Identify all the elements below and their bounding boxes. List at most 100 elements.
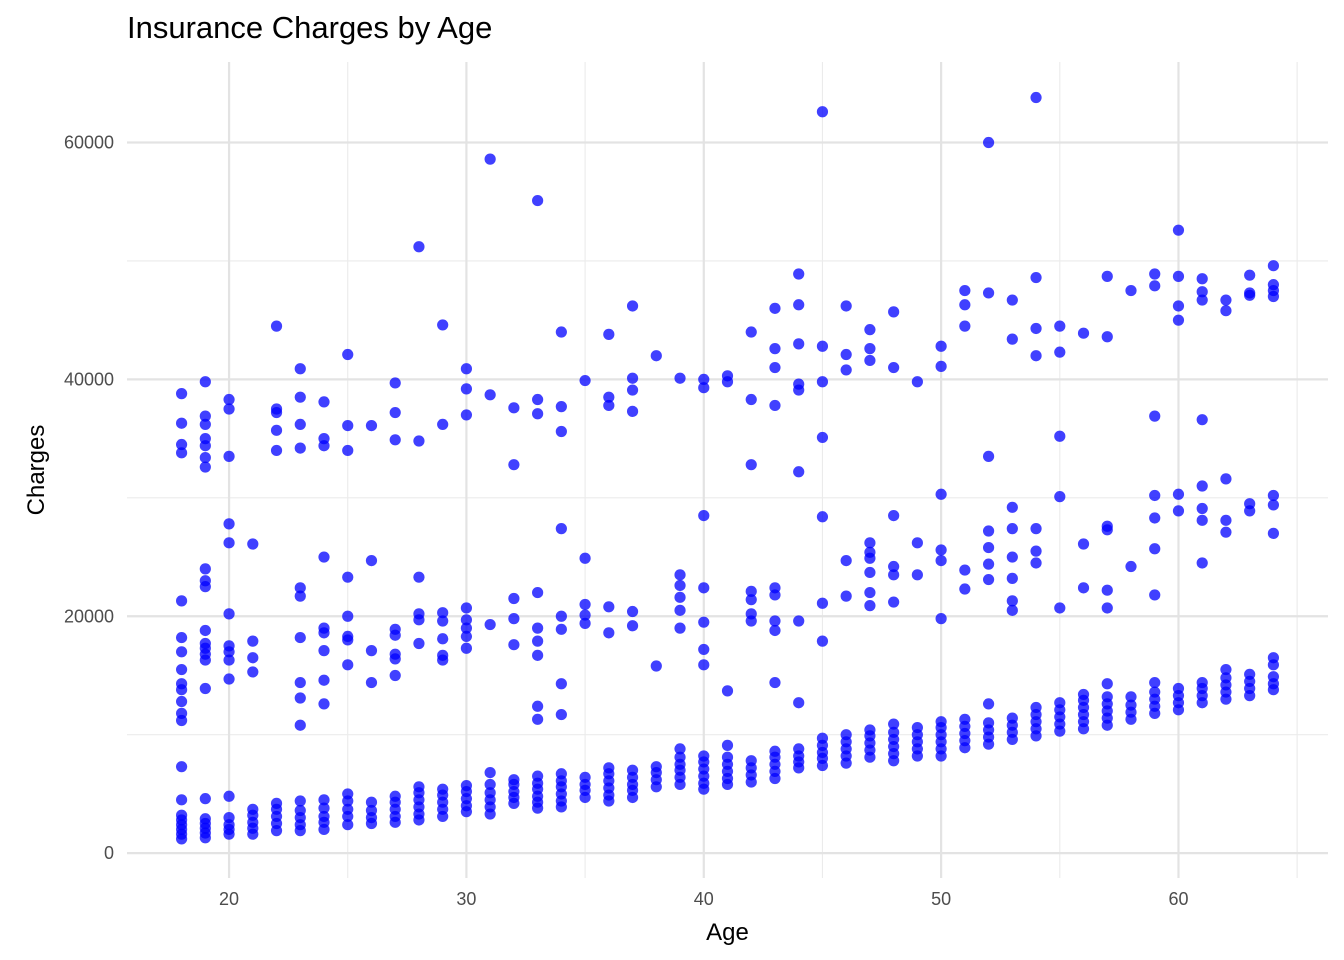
data-point <box>1125 284 1137 297</box>
data-point <box>626 405 639 417</box>
data-point <box>175 794 188 806</box>
x-tick-label: 30 <box>456 889 476 909</box>
data-point <box>437 319 449 331</box>
data-point <box>199 563 211 575</box>
data-point <box>698 643 710 656</box>
data-point <box>555 678 567 690</box>
data-point <box>484 389 496 401</box>
data-point <box>437 418 449 431</box>
data-point <box>935 555 947 567</box>
data-point <box>460 780 473 792</box>
data-point <box>698 616 710 628</box>
data-point <box>342 788 354 800</box>
data-point <box>555 610 567 622</box>
data-point <box>745 459 757 471</box>
data-point <box>911 376 923 388</box>
data-point <box>1054 697 1066 709</box>
data-point <box>982 525 995 537</box>
data-point <box>982 287 995 299</box>
data-point <box>1006 712 1018 724</box>
data-point <box>1030 557 1042 569</box>
minor-gridlines <box>127 62 1328 878</box>
data-point <box>223 790 235 802</box>
data-point <box>175 761 188 773</box>
data-point <box>175 678 188 690</box>
data-point <box>532 393 544 406</box>
data-point <box>1101 520 1113 532</box>
data-point <box>294 582 306 594</box>
y-tick-label: 0 <box>104 843 114 863</box>
data-point <box>674 604 686 616</box>
data-point <box>247 803 259 815</box>
data-point <box>294 795 306 807</box>
data-point <box>532 635 544 647</box>
data-point <box>579 771 591 783</box>
data-point <box>342 348 354 361</box>
data-point <box>342 819 354 831</box>
data-point <box>294 391 306 403</box>
x-tick-label: 20 <box>219 889 239 909</box>
data-point <box>888 509 900 522</box>
data-point <box>674 569 686 581</box>
data-point <box>508 774 520 786</box>
data-point <box>223 518 235 530</box>
data-point <box>342 571 354 583</box>
data-point <box>508 592 520 605</box>
data-point <box>721 370 734 382</box>
data-point <box>508 613 520 625</box>
data-point <box>1101 678 1113 690</box>
data-point <box>1220 514 1232 526</box>
data-point <box>318 810 330 823</box>
data-point <box>1172 270 1185 282</box>
data-point <box>270 424 283 436</box>
data-point <box>199 793 211 805</box>
data-point <box>769 361 781 374</box>
data-point <box>603 601 615 613</box>
data-point <box>555 768 567 780</box>
data-point <box>1196 414 1208 426</box>
data-point <box>816 732 829 744</box>
data-point <box>437 649 449 661</box>
data-point <box>199 461 211 473</box>
data-point <box>650 350 662 362</box>
data-point <box>175 809 188 821</box>
data-point <box>294 676 306 689</box>
data-point <box>318 551 330 563</box>
data-point <box>888 306 900 318</box>
data-point <box>223 654 235 666</box>
data-point <box>745 585 757 597</box>
data-point <box>270 444 283 457</box>
data-point <box>721 685 734 697</box>
data-point <box>365 555 378 567</box>
data-point <box>698 750 710 762</box>
data-point <box>674 751 686 763</box>
data-point <box>1149 280 1161 292</box>
data-point <box>1149 686 1161 698</box>
data-point <box>793 268 805 280</box>
data-point <box>888 596 900 608</box>
data-point <box>1101 584 1113 596</box>
data-point <box>1077 538 1090 550</box>
data-point <box>793 466 805 478</box>
data-point <box>698 582 710 594</box>
data-point <box>745 326 757 338</box>
data-point <box>1054 602 1066 614</box>
data-point <box>959 299 971 311</box>
data-point <box>1172 300 1185 312</box>
data-point <box>223 537 235 549</box>
data-point <box>294 590 306 602</box>
data-point <box>1267 499 1280 511</box>
data-point <box>1101 331 1113 343</box>
data-point <box>484 153 496 165</box>
data-point <box>365 796 378 808</box>
data-point <box>840 590 852 602</box>
data-point <box>460 630 473 642</box>
data-point <box>555 425 567 438</box>
data-point <box>745 755 757 767</box>
data-point <box>816 431 829 444</box>
data-point <box>1220 672 1232 684</box>
data-point <box>199 433 211 445</box>
data-point <box>389 790 401 802</box>
data-point <box>460 383 473 395</box>
